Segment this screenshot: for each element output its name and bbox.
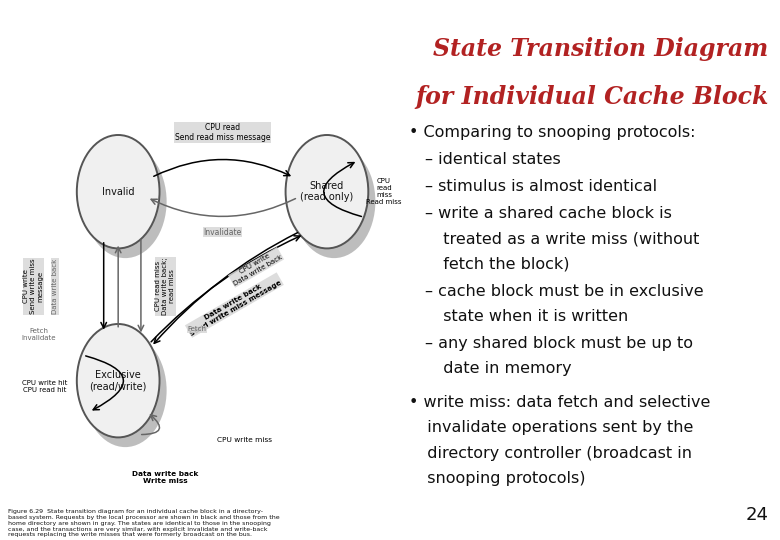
- Text: – identical states: – identical states: [425, 152, 561, 167]
- Text: – stimulus is almost identical: – stimulus is almost identical: [425, 179, 657, 194]
- Text: invalidate operations sent by the: invalidate operations sent by the: [417, 420, 693, 435]
- Text: snooping protocols): snooping protocols): [417, 471, 586, 486]
- Text: fetch the block): fetch the block): [432, 256, 569, 272]
- Text: Exclusive
(read/write): Exclusive (read/write): [90, 370, 147, 392]
- Circle shape: [84, 145, 167, 258]
- Text: directory controller (broadcast in: directory controller (broadcast in: [417, 446, 692, 461]
- Text: CPU write
Send write miss
message: CPU write Send write miss message: [23, 258, 44, 314]
- Text: date in memory: date in memory: [432, 361, 571, 376]
- Text: CPU write hit
CPU read hit: CPU write hit CPU read hit: [22, 380, 67, 393]
- Text: Fetch
Invalidate: Fetch Invalidate: [22, 328, 56, 341]
- Text: Data write back: Data write back: [52, 259, 58, 314]
- Text: Shared
(read only): Shared (read only): [300, 181, 353, 202]
- Text: Data write back
Send write miss message: Data write back Send write miss message: [186, 273, 283, 337]
- Text: • write miss: data fetch and selective: • write miss: data fetch and selective: [410, 395, 711, 410]
- Text: Data write back
Write miss: Data write back Write miss: [133, 471, 199, 484]
- Text: CPU write
Data write back: CPU write Data write back: [229, 248, 283, 287]
- Text: 24: 24: [746, 506, 768, 524]
- Text: Invalid: Invalid: [102, 187, 134, 197]
- Circle shape: [285, 135, 368, 248]
- Circle shape: [84, 334, 167, 447]
- Text: Invalidate: Invalidate: [204, 228, 242, 237]
- Text: state when it is written: state when it is written: [432, 309, 628, 324]
- Text: – cache block must be in exclusive: – cache block must be in exclusive: [425, 284, 704, 299]
- Circle shape: [76, 135, 160, 248]
- Circle shape: [292, 145, 375, 258]
- Text: – any shared block must be up to: – any shared block must be up to: [425, 336, 693, 351]
- Text: CPU
read
miss
Read miss: CPU read miss Read miss: [367, 178, 402, 205]
- Text: CPU read
Send read miss message: CPU read Send read miss message: [175, 123, 271, 142]
- Circle shape: [76, 324, 160, 437]
- Text: for Individual Cache Block: for Individual Cache Block: [415, 85, 768, 109]
- Text: Figure 6.29  State transition diagram for an individual cache block in a directo: Figure 6.29 State transition diagram for…: [8, 509, 279, 537]
- Text: – write a shared cache block is: – write a shared cache block is: [425, 206, 672, 221]
- Text: CPU read miss
Data write back;
read miss: CPU read miss Data write back; read miss: [155, 258, 176, 315]
- Text: CPU write miss: CPU write miss: [217, 437, 271, 443]
- Text: State Transition Diagram: State Transition Diagram: [433, 37, 768, 60]
- Text: Fetch: Fetch: [187, 326, 207, 333]
- Text: treated as a write miss (without: treated as a write miss (without: [432, 231, 699, 246]
- Text: • Comparing to snooping protocols:: • Comparing to snooping protocols:: [410, 125, 696, 140]
